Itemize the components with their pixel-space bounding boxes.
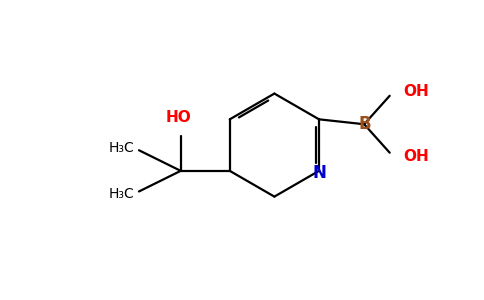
Text: H₃C: H₃C (108, 187, 134, 201)
Text: N: N (312, 164, 326, 182)
Text: OH: OH (404, 84, 429, 99)
Text: B: B (359, 115, 371, 133)
Text: HO: HO (166, 110, 191, 125)
Text: OH: OH (404, 149, 429, 164)
Text: H₃C: H₃C (108, 141, 134, 155)
